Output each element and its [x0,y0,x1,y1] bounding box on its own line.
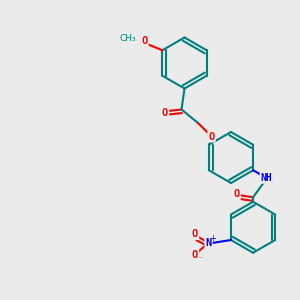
Text: O: O [192,229,198,239]
Text: CH₃: CH₃ [120,34,136,43]
Text: N: N [206,238,212,248]
Text: O: O [162,107,168,118]
Text: O: O [233,189,240,199]
Text: O: O [141,36,148,46]
Text: NH: NH [261,173,272,183]
Text: +: + [209,234,216,243]
Text: O: O [192,250,198,260]
Text: O: O [208,131,214,142]
Text: ⁻: ⁻ [197,255,201,264]
